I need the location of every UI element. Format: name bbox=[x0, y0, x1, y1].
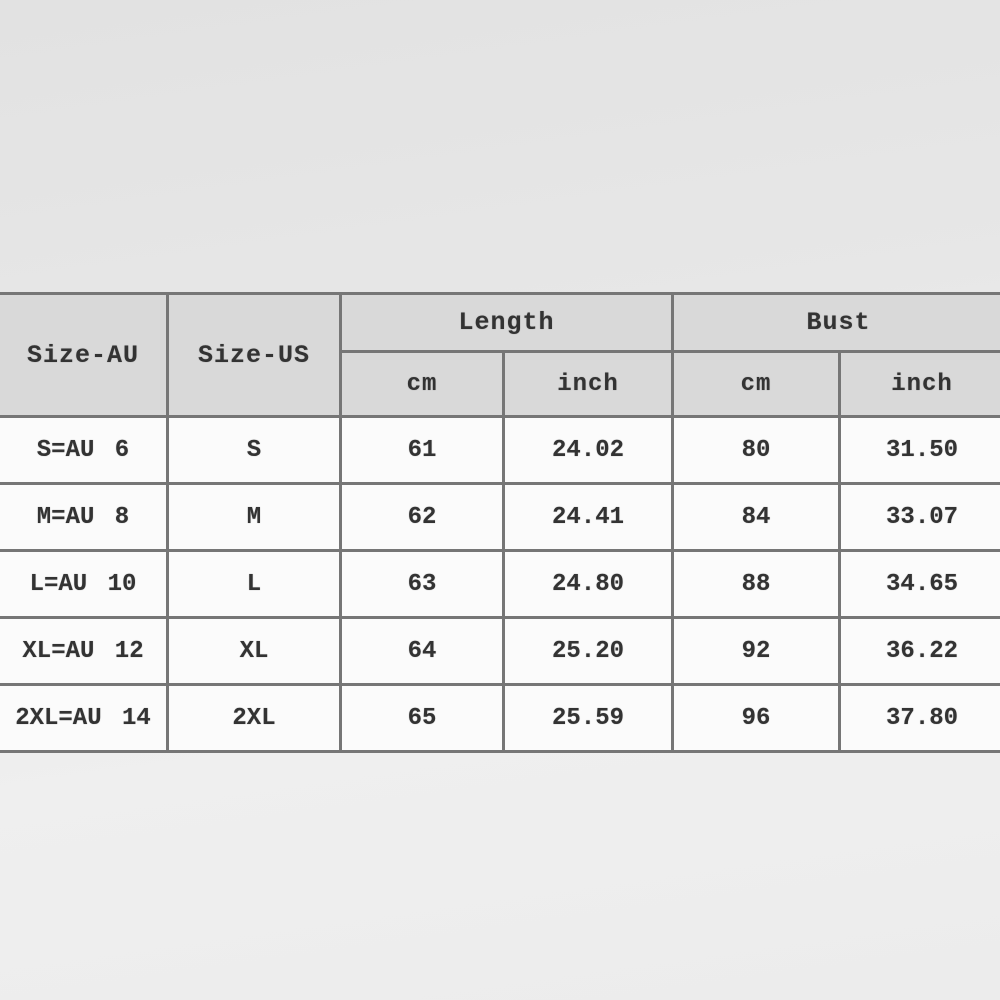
table-row-l: L=AU 10 L 63 24.80 88 34.65 bbox=[0, 549, 1000, 619]
header-unit-row: cm inch cm inch bbox=[0, 350, 1000, 418]
table-row-xl: XL=AU 12 XL 64 25.20 92 36.22 bbox=[0, 616, 1000, 686]
cell-size-au: M=AU 8 bbox=[0, 482, 169, 552]
cell-length-inch: 24.80 bbox=[501, 549, 675, 619]
cell-bust-cm: 88 bbox=[671, 549, 842, 619]
size-chart-table: Size-AU Size-US Length Bust cm inch cm i… bbox=[0, 292, 1000, 753]
subheader-length-cm: cm bbox=[339, 350, 505, 418]
cell-bust-cm: 96 bbox=[671, 683, 842, 753]
cell-size-us: L bbox=[166, 549, 342, 619]
cell-bust-cm: 80 bbox=[671, 415, 842, 485]
cell-bust-cm: 84 bbox=[671, 482, 842, 552]
cell-size-us: M bbox=[166, 482, 342, 552]
cell-bust-inch: 34.65 bbox=[838, 549, 1000, 619]
cell-size-us: XL bbox=[166, 616, 342, 686]
cell-size-au: S=AU 6 bbox=[0, 415, 169, 485]
cell-size-au: 2XL=AU 14 bbox=[0, 683, 169, 753]
cell-length-inch: 25.59 bbox=[501, 683, 675, 753]
cell-bust-inch: 33.07 bbox=[838, 482, 1000, 552]
cell-length-cm: 61 bbox=[339, 415, 505, 485]
col-group-bust: Bust bbox=[671, 292, 1000, 353]
subheader-bust-cm: cm bbox=[671, 350, 842, 418]
cell-size-au: L=AU 10 bbox=[0, 549, 169, 619]
col-header-size-au: Size-AU bbox=[0, 292, 169, 418]
cell-length-inch: 25.20 bbox=[501, 616, 675, 686]
table-row-2xl: 2XL=AU 14 2XL 65 25.59 96 37.80 bbox=[0, 683, 1000, 753]
cell-length-inch: 24.02 bbox=[501, 415, 675, 485]
cell-size-au: XL=AU 12 bbox=[0, 616, 169, 686]
cell-length-cm: 65 bbox=[339, 683, 505, 753]
col-header-size-us: Size-US bbox=[166, 292, 342, 418]
header-group-row: Size-AU Size-US Length Bust bbox=[0, 292, 1000, 418]
col-group-length: Length bbox=[338, 292, 675, 353]
cell-length-cm: 64 bbox=[339, 616, 505, 686]
cell-bust-cm: 92 bbox=[671, 616, 842, 686]
subheader-length-inch: inch bbox=[501, 350, 675, 418]
cell-bust-inch: 31.50 bbox=[838, 415, 1000, 485]
table-row-s: S=AU 6 S 61 24.02 80 31.50 bbox=[0, 415, 1000, 485]
cell-length-cm: 62 bbox=[339, 482, 505, 552]
cell-length-inch: 24.41 bbox=[501, 482, 675, 552]
table-row-m: M=AU 8 M 62 24.41 84 33.07 bbox=[0, 482, 1000, 552]
cell-size-us: S bbox=[166, 415, 342, 485]
subheader-bust-inch: inch bbox=[838, 350, 1000, 418]
cell-bust-inch: 36.22 bbox=[838, 616, 1000, 686]
cell-length-cm: 63 bbox=[339, 549, 505, 619]
cell-size-us: 2XL bbox=[166, 683, 342, 753]
cell-bust-inch: 37.80 bbox=[838, 683, 1000, 753]
